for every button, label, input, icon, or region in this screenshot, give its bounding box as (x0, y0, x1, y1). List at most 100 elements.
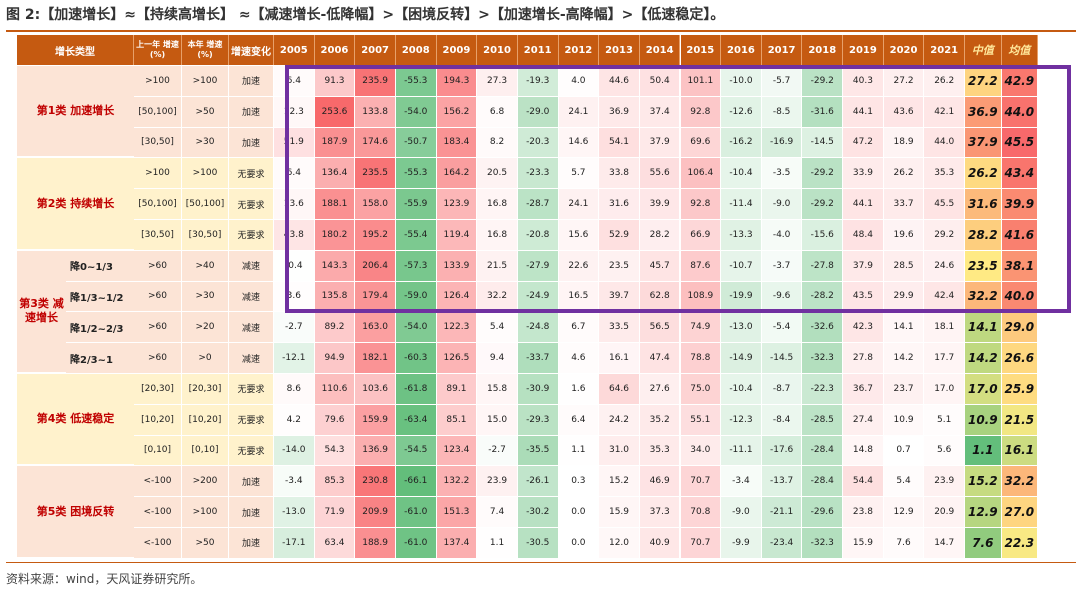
median-cell: 10.9 (965, 404, 1002, 436)
value-cell: 0.0 (558, 528, 600, 559)
value-cell: -13.7 (761, 466, 803, 498)
value-cell: 103.6 (355, 374, 396, 405)
value-cell: 159.9 (355, 404, 396, 436)
value-cell: 42.3 (843, 312, 884, 344)
value-cell: 15.6 (558, 220, 600, 251)
value-cell: 56.5 (639, 312, 681, 344)
value-cell: 55.1 (680, 404, 722, 436)
value-cell: 1.6 (558, 374, 600, 405)
growth-change: 加速 (229, 528, 274, 559)
value-cell: 5.7 (558, 158, 600, 190)
value-cell: 50.4 (639, 66, 681, 97)
prev-growth: >60 (134, 281, 182, 313)
value-cell: 51.9 (274, 127, 315, 159)
growth-change: 加速 (229, 96, 274, 128)
value-cell: 133.9 (436, 250, 478, 282)
growth-change: 无要求 (229, 374, 274, 405)
median-cell: 27.2 (965, 66, 1002, 97)
curr-growth: [0,10] (182, 435, 229, 467)
value-cell: -13.0 (721, 312, 762, 344)
value-cell: 39.9 (639, 189, 681, 220)
value-cell: 143.3 (314, 250, 356, 282)
value-cell: 36.9 (599, 96, 640, 128)
value-cell: 62.8 (639, 281, 681, 313)
header-year: 2018 (802, 35, 844, 65)
value-cell: -13.0 (274, 497, 315, 528)
value-cell: -12.1 (274, 343, 315, 374)
value-cell: -4.0 (761, 220, 803, 251)
value-cell: 20.9 (924, 497, 966, 528)
value-cell: 55.6 (639, 158, 681, 190)
subgroup-label: 降1/3~1/2 (66, 281, 134, 313)
value-cell: 101.1 (680, 66, 722, 97)
value-cell: -19.9 (721, 281, 762, 313)
value-cell: 43.5 (843, 281, 884, 313)
header-type: 增长类型 (17, 35, 134, 65)
value-cell: 42.4 (924, 281, 966, 313)
value-cell: 182.1 (355, 343, 396, 374)
curr-growth: >200 (182, 466, 229, 498)
value-cell: 33.8 (599, 158, 640, 190)
value-cell: -3.5 (761, 158, 803, 190)
header-year: 2006 (314, 35, 356, 65)
header-year: 2008 (395, 35, 437, 65)
value-cell: -23.3 (517, 158, 559, 190)
group-label: 第3类 减速增长 (17, 250, 66, 374)
mean-cell: 27.0 (1001, 497, 1039, 528)
value-cell: 163.0 (355, 312, 396, 344)
value-cell: 187.9 (314, 127, 356, 159)
value-cell: -55.3 (395, 158, 437, 190)
growth-change: 无要求 (229, 435, 274, 467)
prev-growth: <-100 (134, 466, 182, 498)
value-cell: 195.2 (355, 220, 396, 251)
figure-title: 图 2:【加速增长】≈【持续高增长】 ≈【减速增长-低降幅】>【困境反转】>【加… (6, 7, 725, 23)
prev-growth: [10,20] (134, 404, 182, 436)
value-cell: -5.7 (761, 66, 803, 97)
value-cell: 33.7 (883, 189, 925, 220)
median-cell: 31.6 (965, 189, 1002, 220)
median-cell: 26.2 (965, 158, 1002, 190)
mean-cell: 39.9 (1001, 189, 1039, 220)
value-cell: -50.7 (395, 127, 437, 159)
value-cell: 15.9 (843, 528, 884, 559)
value-cell: 14.7 (924, 528, 966, 559)
subgroup-label: 降0~1/3 (66, 250, 134, 282)
value-cell: -55.3 (395, 66, 437, 97)
value-cell: 3.6 (274, 281, 315, 313)
value-cell: 54.4 (843, 466, 884, 498)
prev-growth: [20,30] (134, 374, 182, 405)
curr-growth: >100 (182, 497, 229, 528)
value-cell: 188.9 (355, 528, 396, 559)
value-cell: 27.4 (843, 404, 884, 436)
prev-growth: [30,50] (134, 127, 182, 159)
growth-change: 减速 (229, 281, 274, 313)
median-cell: 14.1 (965, 312, 1002, 344)
value-cell: -23.4 (761, 528, 803, 559)
prev-growth: [50,100] (134, 96, 182, 128)
value-cell: 7.6 (883, 528, 925, 559)
curr-growth: [30,50] (182, 220, 229, 251)
value-cell: 0.3 (558, 466, 600, 498)
value-cell: 6.7 (558, 312, 600, 344)
value-cell: 5.4 (883, 466, 925, 498)
value-cell: 156.2 (436, 96, 478, 128)
value-cell: -57.3 (395, 250, 437, 282)
value-cell: 78.8 (680, 343, 722, 374)
value-cell: 9.4 (477, 343, 518, 374)
subgroup-label: 降2/3~1 (66, 343, 134, 374)
value-cell: 17.0 (924, 374, 966, 405)
value-cell: -32.3 (802, 528, 844, 559)
prev-growth: <-100 (134, 497, 182, 528)
header-year: 2007 (355, 35, 396, 65)
value-cell: 92.8 (680, 189, 722, 220)
value-cell: -10.4 (721, 158, 762, 190)
value-cell: -30.9 (517, 374, 559, 405)
mean-cell: 32.2 (1001, 466, 1039, 498)
value-cell: 15.0 (477, 404, 518, 436)
value-cell: 45.5 (924, 189, 966, 220)
value-cell: -11.1 (721, 435, 762, 467)
mean-cell: 44.0 (1001, 96, 1039, 128)
growth-change: 无要求 (229, 404, 274, 436)
header-year: 2021 (924, 35, 966, 65)
